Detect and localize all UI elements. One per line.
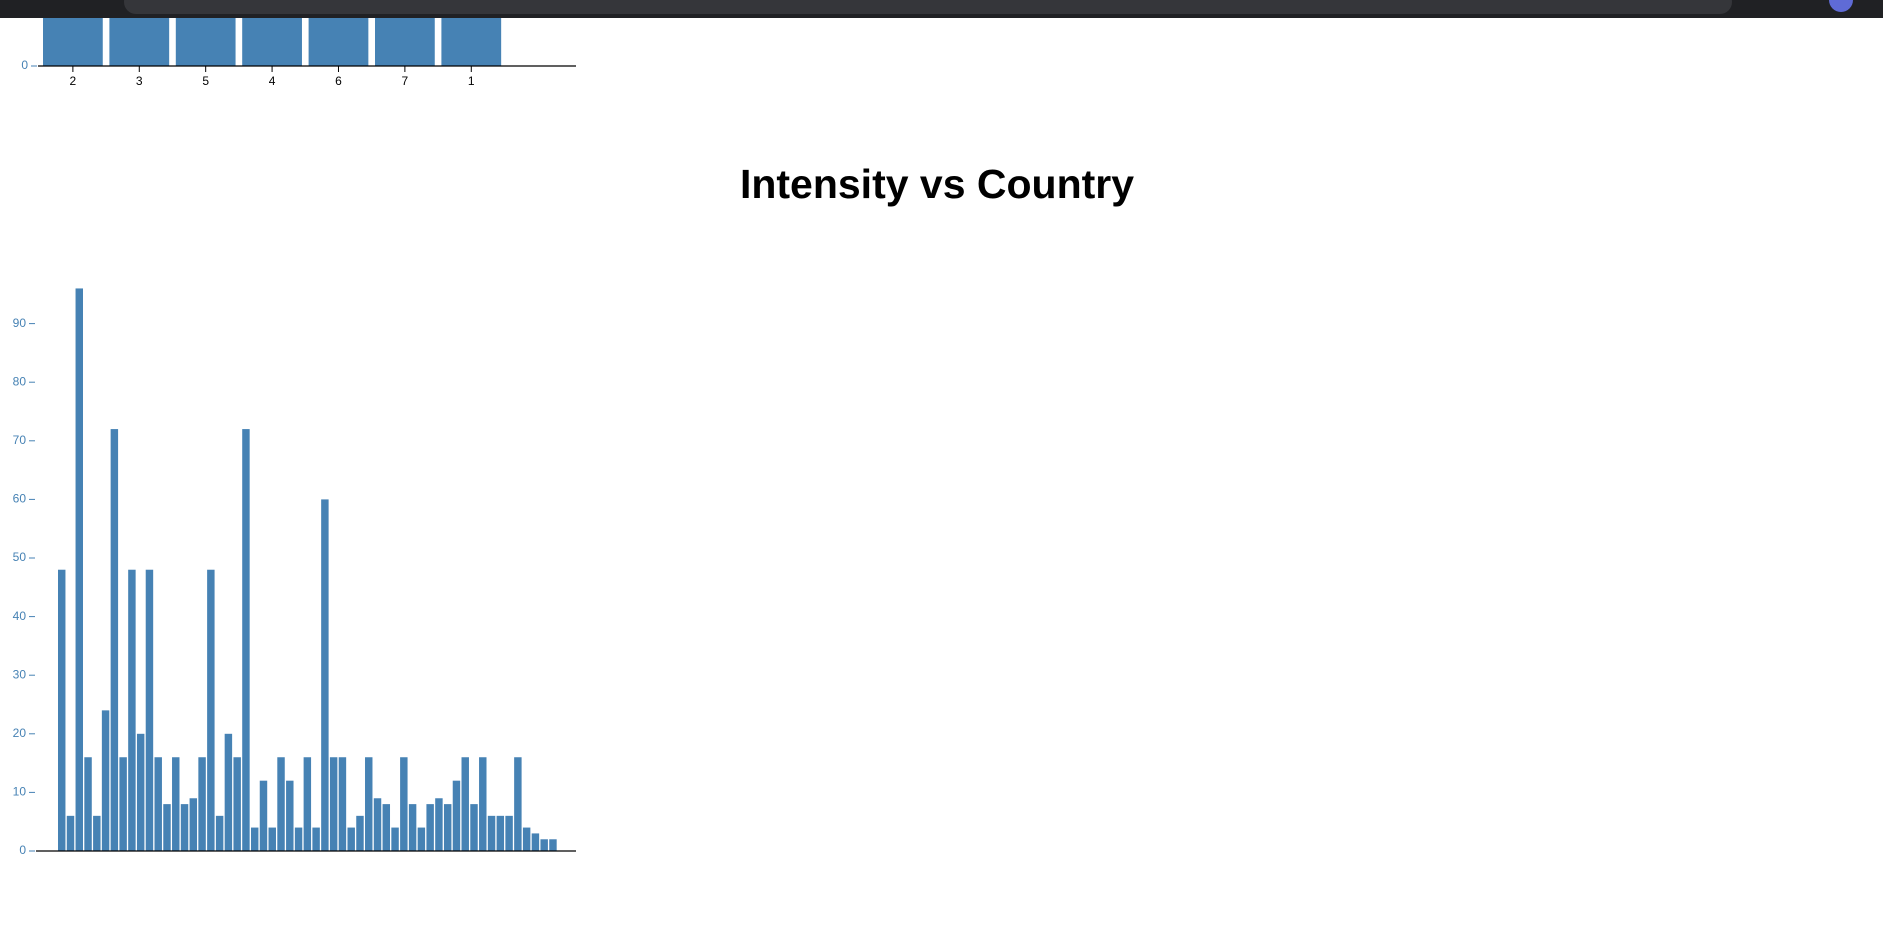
y-tick-label: 90: [13, 316, 27, 330]
bar: [496, 815, 505, 851]
bar: [154, 757, 162, 851]
bar: [408, 804, 417, 851]
bar: [286, 780, 294, 851]
address-bar[interactable]: [124, 0, 1732, 14]
bar: [461, 757, 469, 851]
bar: [452, 780, 461, 851]
chart-title: Intensity vs Country: [740, 161, 1134, 207]
bar: [207, 569, 215, 851]
bar: [417, 827, 426, 851]
bar: [189, 798, 198, 851]
x-tick-label: 3: [136, 74, 143, 88]
bar: [93, 815, 101, 851]
bar: [172, 757, 180, 851]
y-tick-label: 30: [13, 667, 27, 681]
bar: [373, 798, 382, 851]
bar: [312, 827, 320, 851]
y-tick-label: 40: [13, 609, 27, 623]
bar: [329, 757, 338, 851]
bar: [487, 815, 496, 851]
bar: [110, 429, 119, 851]
bar: [136, 733, 145, 851]
bar: [101, 710, 110, 851]
bar: [347, 827, 355, 851]
y-tick-label: 10: [13, 785, 27, 799]
bar: [242, 429, 250, 851]
y-tick-label: 20: [13, 726, 27, 740]
bar: [198, 757, 206, 851]
bar: [470, 804, 478, 851]
y-tick-label: 50: [13, 550, 27, 564]
bar: [145, 569, 154, 851]
bar: [128, 569, 136, 851]
bar: [391, 827, 399, 851]
bar: [259, 780, 268, 851]
bar: [75, 288, 83, 851]
bar: [294, 827, 303, 851]
bar: [66, 815, 75, 851]
bar: [382, 804, 391, 851]
bar: [441, 18, 502, 66]
bar: [540, 839, 548, 851]
bar: [215, 815, 224, 851]
bar: [163, 804, 171, 851]
bar: [522, 827, 531, 851]
bar: [365, 757, 373, 851]
bar: [435, 798, 443, 851]
x-tick-label: 7: [402, 74, 409, 88]
bar: [514, 757, 522, 851]
y-tick-label: 70: [13, 433, 27, 447]
bar: [443, 804, 452, 851]
profile-icon[interactable]: [1829, 0, 1853, 12]
bar: [479, 757, 487, 851]
bar: [549, 839, 557, 851]
bar: [224, 733, 233, 851]
x-tick-label: 2: [70, 74, 77, 88]
y-tick-label: 60: [13, 492, 27, 506]
x-tick-label: 1: [468, 74, 475, 88]
bar: [180, 804, 189, 851]
bar: [250, 827, 259, 851]
bar: [233, 757, 241, 851]
bar: [356, 815, 364, 851]
y-tick-label: 0: [21, 58, 28, 72]
bar: [268, 827, 276, 851]
bar: [119, 757, 127, 851]
x-tick-label: 6: [335, 74, 342, 88]
bar: [400, 757, 408, 851]
bar: [338, 757, 347, 851]
bar: [58, 569, 66, 851]
bar: [531, 833, 540, 851]
y-tick-label: 80: [13, 374, 27, 388]
bar: [426, 804, 434, 851]
x-tick-label: 4: [269, 74, 276, 88]
bar: [303, 757, 312, 851]
bar: [321, 499, 329, 851]
y-tick-label: 0: [19, 843, 26, 857]
bar: [277, 757, 285, 851]
bar: [84, 757, 92, 851]
x-tick-label: 5: [202, 74, 209, 88]
browser-bar: [0, 0, 1883, 18]
bar: [505, 815, 513, 851]
